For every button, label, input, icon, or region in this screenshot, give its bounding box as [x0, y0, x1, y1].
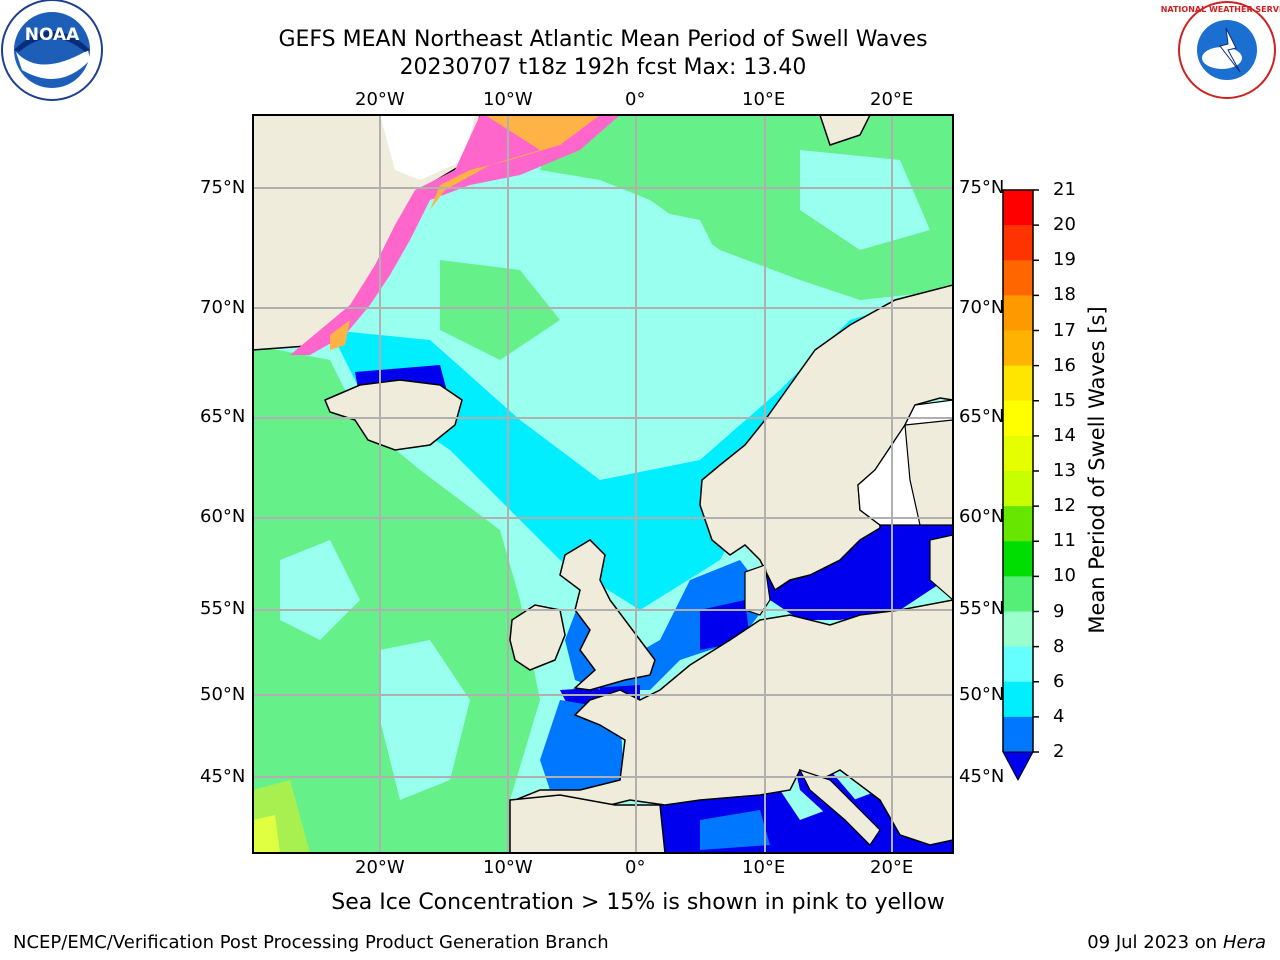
lat-label-right: 45°N: [959, 766, 1005, 787]
colorbar-segment: [1003, 576, 1033, 612]
lon-label-top: 10°W: [483, 89, 533, 110]
colorbar-tick-label: 12: [1053, 495, 1076, 517]
colorbar: [1002, 189, 1039, 782]
lat-label-left: 45°N: [200, 766, 246, 787]
sea-ice-note: Sea Ice Concentration > 15% is shown in …: [331, 890, 945, 915]
colorbar-tick-label: 21: [1053, 179, 1076, 200]
colorbar-tick-label: 19: [1053, 249, 1076, 271]
lon-label-top: 10°E: [742, 89, 786, 110]
colorbar-tick-label: 17: [1053, 319, 1076, 341]
colorbar-segment: [1003, 716, 1033, 753]
lon-label-bottom: 0°: [625, 857, 646, 878]
colorbar-segment: [1003, 400, 1033, 437]
lon-label-top: 20°E: [870, 89, 914, 110]
lat-label-right: 70°N: [959, 297, 1005, 318]
footer-right: 09 Jul 2023 on Hera: [1087, 932, 1266, 953]
colorbar-tick-label: 15: [1053, 389, 1076, 411]
colorbar-tick-label: 2: [1053, 741, 1065, 762]
lon-label-top: 20°W: [355, 89, 405, 110]
colorbar-tick-label: 4: [1053, 705, 1065, 727]
colorbar-extend-arrow: [1002, 751, 1034, 782]
noaa-logo-text: NOAA: [25, 25, 80, 45]
colorbar-tick-label: 14: [1053, 424, 1076, 446]
map-frame: [252, 114, 954, 854]
colorbar-segment: [1003, 365, 1033, 402]
lat-label-right: 50°N: [959, 684, 1005, 705]
lon-label-bottom: 10°E: [742, 857, 786, 878]
nws-logo-text: NATIONAL WEATHER SERVICE: [1161, 5, 1280, 14]
colorbar-segment: [1003, 611, 1033, 648]
lat-label-left: 60°N: [200, 506, 246, 527]
colorbar-segment: [1003, 225, 1033, 261]
lon-label-top: 0°: [625, 89, 646, 110]
footer-left: NCEP/EMC/Verification Post Processing Pr…: [13, 932, 609, 953]
lat-label-right: 60°N: [959, 506, 1005, 527]
lat-label-left: 55°N: [200, 598, 246, 619]
colorbar-segment: [1003, 506, 1033, 542]
noaa-logo: NOAA: [1, 0, 103, 101]
colorbar-segment: [1003, 646, 1033, 683]
colorbar-segment: [1003, 541, 1033, 577]
colorbar-tick-label: 10: [1053, 565, 1076, 587]
colorbar-segment: [1003, 435, 1033, 472]
colorbar-tick-label: 13: [1053, 460, 1076, 481]
lon-label-bottom: 10°W: [483, 857, 533, 878]
colorbar-segment: [1003, 295, 1033, 331]
footer-host: Hera: [1222, 932, 1266, 953]
colorbar-segment: [1003, 471, 1033, 507]
colorbar-tick-label: 8: [1053, 635, 1065, 657]
colorbar-label: Mean Period of Swell Waves [s]: [1085, 306, 1109, 634]
chart-title: GEFS MEAN Northeast Atlantic Mean Period…: [278, 27, 928, 52]
lat-label-left: 70°N: [200, 297, 246, 318]
lat-label-left: 65°N: [200, 406, 246, 427]
lat-label-left: 75°N: [200, 177, 246, 198]
lat-label-right: 75°N: [959, 177, 1005, 198]
lon-label-bottom: 20°W: [355, 857, 405, 878]
colorbar-tick-label: 6: [1053, 670, 1065, 692]
chart-subtitle: 20230707 t18z 192h fcst Max: 13.40: [399, 55, 807, 80]
colorbar-segment: [1003, 260, 1033, 296]
map-gridlines: [253, 115, 953, 853]
colorbar-segment: [1003, 190, 1033, 226]
lat-label-right: 55°N: [959, 598, 1005, 619]
colorbar-tick-label: 11: [1053, 530, 1076, 552]
colorbar-tick-label: 18: [1053, 284, 1076, 306]
lat-label-left: 50°N: [200, 684, 246, 705]
map-area: [253, 115, 953, 853]
colorbar-tick-label: 9: [1053, 600, 1065, 622]
colorbar-segment: [1003, 330, 1033, 367]
footer-date: 09 Jul 2023 on: [1087, 932, 1223, 953]
colorbar-segment: [1003, 681, 1033, 718]
nws-logo: NATIONAL WEATHER SERVICE: [1161, 1, 1280, 99]
lon-label-bottom: 20°E: [870, 857, 914, 878]
colorbar-tick-label: 20: [1053, 214, 1076, 236]
colorbar-tick-label: 16: [1053, 354, 1076, 376]
lat-label-right: 65°N: [959, 406, 1005, 427]
